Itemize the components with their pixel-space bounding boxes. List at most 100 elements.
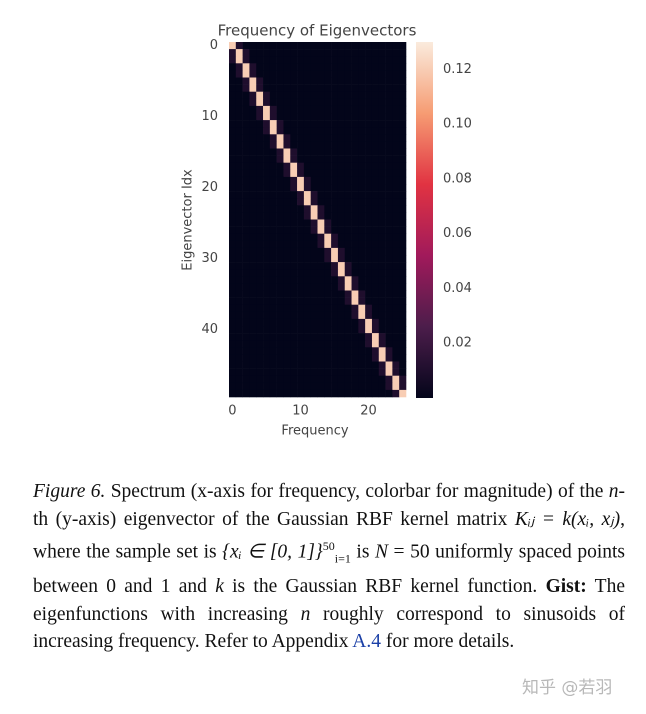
heatmap-cell <box>303 191 311 199</box>
heatmap-cell <box>269 233 277 242</box>
heatmap-cell <box>269 283 277 291</box>
heatmap-cell <box>303 297 311 305</box>
heatmap-cell <box>351 49 359 57</box>
heatmap-cell <box>276 105 284 114</box>
heatmap-cell <box>344 198 352 206</box>
heatmap-cell <box>276 198 284 206</box>
heatmap-cell <box>242 98 250 107</box>
heatmap-cell <box>297 347 305 355</box>
heatmap-cell <box>242 255 250 263</box>
heatmap-cell <box>283 340 291 348</box>
heatmap-cell <box>263 84 271 92</box>
heatmap-cell <box>242 368 250 376</box>
heatmap-cell <box>276 42 284 50</box>
heatmap-cell <box>317 326 325 334</box>
heatmap-cell <box>371 63 380 71</box>
heatmap-cell <box>249 347 257 355</box>
caption-math: Kᵢⱼ = k(xᵢ, xⱼ) <box>514 508 621 530</box>
heatmap-cell <box>365 340 373 348</box>
heatmap-cell <box>269 49 277 57</box>
heatmap-cell <box>371 326 380 334</box>
heatmap-cell <box>344 340 352 348</box>
heatmap-cell <box>310 155 318 163</box>
heatmap-cell <box>242 148 250 156</box>
heatmap-cell <box>385 49 393 57</box>
heatmap-cell <box>324 98 332 107</box>
heatmap-cell <box>392 169 400 178</box>
heatmap-cell <box>229 290 237 298</box>
heatmap-cell <box>310 84 318 92</box>
heatmap-cell <box>344 84 352 92</box>
heatmap-cell <box>283 262 291 270</box>
heatmap-cell <box>310 63 318 71</box>
heatmap-cell <box>276 240 284 249</box>
heatmap-cell <box>303 368 311 376</box>
heatmap-cell <box>331 375 339 384</box>
heatmap-cell <box>399 77 407 85</box>
heatmap-cell <box>310 113 318 121</box>
heatmap-cell <box>378 70 386 78</box>
heatmap-cell <box>358 304 366 313</box>
heatmap-cell <box>303 255 311 263</box>
heatmap-cell <box>378 247 386 256</box>
heatmap-cell <box>290 91 298 100</box>
heatmap-cell <box>358 240 366 249</box>
heatmap-cell <box>290 283 298 291</box>
heatmap-cell <box>263 269 271 277</box>
heatmap-cell <box>358 375 366 384</box>
heatmap-cell <box>399 389 407 398</box>
heatmap-cell <box>331 77 339 85</box>
heatmap-cell <box>263 77 271 85</box>
heatmap-cell <box>297 98 305 107</box>
heatmap-cell <box>263 155 271 163</box>
heatmap-cell <box>249 311 257 320</box>
heatmap-cell <box>371 98 380 107</box>
heatmap-cell <box>235 361 243 369</box>
heatmap-cell <box>331 354 339 362</box>
heatmap-cell <box>276 120 284 128</box>
heatmap-cell <box>276 113 284 121</box>
heatmap-cell <box>290 389 298 398</box>
heatmap-cell <box>263 226 271 234</box>
heatmap-cell <box>317 361 325 369</box>
heatmap-cell <box>344 176 352 185</box>
heatmap-cell <box>310 70 318 78</box>
heatmap-cell <box>310 333 318 341</box>
heatmap-cell <box>256 333 264 341</box>
heatmap-cell <box>344 91 352 100</box>
heatmap-cell <box>317 240 325 249</box>
heatmap-cell <box>337 255 346 263</box>
heatmap-cell <box>344 155 352 163</box>
heatmap-cell <box>385 368 393 376</box>
heatmap-cell <box>290 120 298 128</box>
heatmap-cell <box>283 56 291 64</box>
heatmap-cell <box>242 77 250 85</box>
colorbar-tick-label: 0.02 <box>443 336 472 351</box>
heatmap-cell <box>371 304 380 313</box>
heatmap-cell <box>378 233 386 242</box>
heatmap-cell <box>229 382 237 391</box>
heatmap-cell <box>263 304 271 313</box>
heatmap-cell <box>337 276 346 284</box>
heatmap-cell <box>392 162 400 171</box>
heatmap-cell <box>256 247 264 256</box>
heatmap-cell <box>269 162 277 171</box>
heatmap-cell <box>256 368 264 376</box>
appendix-link[interactable]: A.4 <box>352 631 382 653</box>
heatmap-cell <box>392 205 400 213</box>
heatmap-cell <box>263 290 271 298</box>
heatmap-cell <box>337 354 346 362</box>
heatmap-cell <box>365 127 373 135</box>
heatmap-cell <box>378 375 386 384</box>
heatmap-cell <box>385 389 393 398</box>
heatmap-cell <box>263 255 271 263</box>
heatmap-cell <box>324 368 332 376</box>
heatmap-cell <box>392 340 400 348</box>
heatmap-cell <box>385 63 393 71</box>
heatmap-cell <box>324 255 332 263</box>
heatmap-cell <box>310 389 318 398</box>
heatmap-cell <box>249 191 257 199</box>
heatmap-cell <box>331 155 339 163</box>
heatmap-cell <box>269 70 277 78</box>
heatmap-cell <box>378 262 386 270</box>
